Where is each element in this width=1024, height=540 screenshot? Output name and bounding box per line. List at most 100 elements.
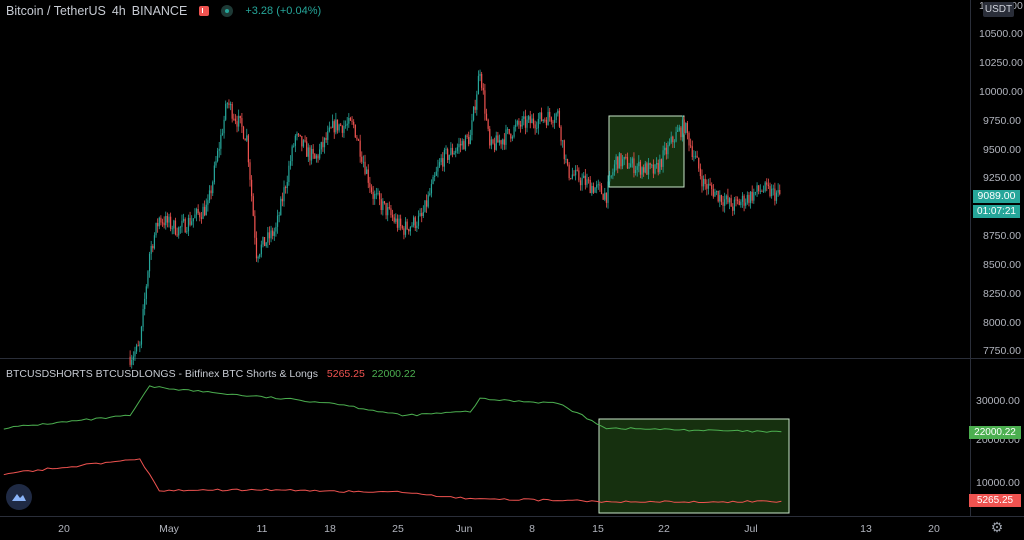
candle-body <box>589 179 591 194</box>
candle-body <box>469 135 471 145</box>
candle-body <box>194 214 196 219</box>
candle-body <box>681 119 684 138</box>
candle-body <box>281 198 283 202</box>
candle-body <box>241 118 243 127</box>
highlight-box-price[interactable] <box>608 115 685 188</box>
candle-body <box>707 183 710 189</box>
candle-body <box>660 159 663 167</box>
symbol-name[interactable]: Bitcoin / TetherUS <box>6 4 106 18</box>
candle-body <box>532 118 535 125</box>
candle-body <box>200 217 202 219</box>
candle-body <box>411 225 413 227</box>
candle-body <box>353 121 355 125</box>
candle-body <box>220 134 222 149</box>
price-tick-label: 9500.00 <box>983 144 1021 156</box>
candle-body <box>179 226 181 228</box>
symbol-header[interactable]: Bitcoin / TetherUS 4h BINANCE +3.28 (+0.… <box>6 3 321 19</box>
candle-body <box>181 220 183 227</box>
longs-last-badge: 22000.22 <box>969 426 1021 439</box>
tradingview-logo-icon[interactable] <box>6 484 32 510</box>
candle-body <box>299 134 301 137</box>
candle-body <box>168 216 170 223</box>
gear-icon[interactable]: ⚙ <box>990 519 1004 535</box>
candle-body <box>328 127 330 132</box>
candle-body <box>667 144 669 155</box>
candle-body <box>675 131 677 142</box>
candle-body <box>617 156 619 169</box>
candle-body <box>210 190 212 194</box>
candle-body <box>349 118 352 121</box>
candle-body <box>741 195 744 202</box>
shorts-last-badge: 5265.25 <box>969 494 1021 507</box>
candle-body <box>369 182 371 188</box>
bar-countdown-badge: 01:07:21 <box>973 205 1020 218</box>
candle-body <box>474 106 476 110</box>
indicator-axis[interactable]: 30000.00 20000.00 10000.00 <box>976 395 1020 489</box>
candle-body <box>761 190 763 192</box>
candle-body <box>677 130 679 132</box>
candle-body <box>644 163 646 173</box>
currency-button[interactable]: USDT <box>983 2 1014 17</box>
live-dot-icon <box>221 5 234 17</box>
price-axis[interactable]: 10750.00 10500.00 10250.00 10000.00 9750… <box>979 0 1023 357</box>
candle-body <box>417 215 420 226</box>
indicator-legend[interactable]: BTCUSDSHORTS BTCUSDLONGS - Bitfinex BTC … <box>6 368 416 380</box>
indicator-series[interactable] <box>3 385 782 504</box>
candle-body <box>242 126 245 139</box>
candle-body <box>654 164 656 174</box>
candle-body <box>774 188 776 201</box>
time-axis[interactable]: 20 May 11 18 25 Jun 8 15 22 Jul 13 20 <box>58 523 940 535</box>
candle-body <box>641 167 643 175</box>
candle-body <box>542 119 544 121</box>
candle-body <box>233 118 235 120</box>
candle-body <box>605 192 607 203</box>
highlight-box-indicator[interactable] <box>598 418 790 514</box>
candle-body <box>686 122 688 133</box>
candle-body <box>597 184 599 186</box>
candle-body <box>670 136 672 143</box>
candle-body <box>207 200 209 205</box>
candle-body <box>398 218 400 228</box>
candle-body <box>404 221 407 235</box>
candle-body <box>701 176 703 187</box>
candlestick-series[interactable] <box>129 69 781 369</box>
candle-body <box>259 254 261 257</box>
candle-body <box>364 161 366 174</box>
candle-body <box>268 232 271 239</box>
candle-body <box>422 211 424 217</box>
candle-body <box>257 256 259 259</box>
candle-body <box>406 221 408 230</box>
candle-body <box>186 231 188 233</box>
candle-body <box>631 158 633 164</box>
flag-icon[interactable] <box>199 6 210 16</box>
candle-body <box>583 175 585 179</box>
candle-body <box>238 115 240 127</box>
candle-body <box>489 128 491 146</box>
candle-body <box>400 218 402 227</box>
candle-body <box>228 103 230 105</box>
candle-body <box>157 222 159 227</box>
candle-body <box>503 139 505 145</box>
candle-body <box>442 158 444 167</box>
candle-body <box>672 136 674 143</box>
candle-body <box>260 244 262 255</box>
indicator-tick-label: 10000.00 <box>976 477 1020 489</box>
candle-body <box>215 161 217 166</box>
candle-body <box>330 127 332 129</box>
candle-body <box>354 124 356 138</box>
candle-body <box>134 351 136 357</box>
candle-body <box>430 184 433 194</box>
candle-body <box>429 193 431 196</box>
candle-body <box>366 169 368 174</box>
candle-body <box>147 271 149 287</box>
candle-body <box>403 228 405 235</box>
candle-body <box>506 128 509 130</box>
candle-body <box>487 119 489 129</box>
candle-body <box>600 185 603 195</box>
interval-label[interactable]: 4h <box>111 4 126 18</box>
candle-body <box>226 103 228 105</box>
candle-body <box>221 133 224 135</box>
time-tick-label: 13 <box>860 523 872 535</box>
candle-body <box>150 245 152 254</box>
